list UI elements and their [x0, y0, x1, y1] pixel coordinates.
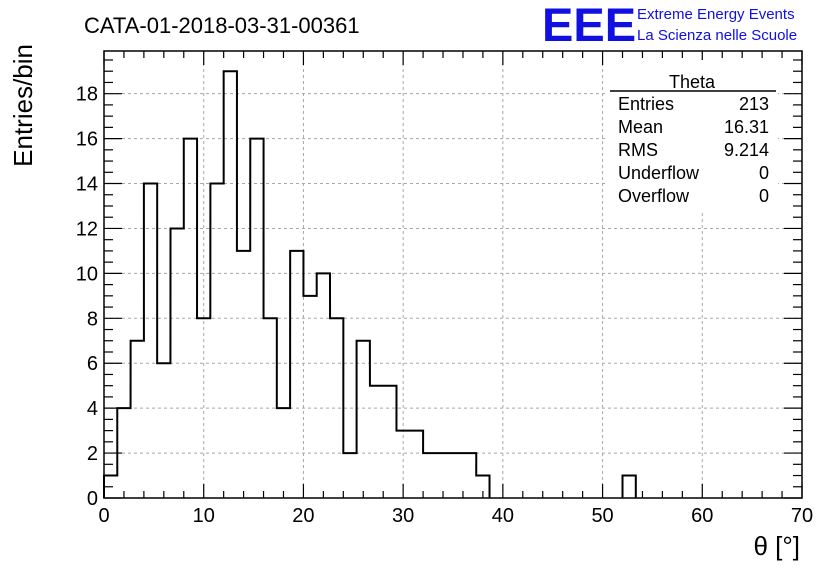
histogram-bin [317, 273, 330, 498]
histogram-bin [357, 341, 370, 498]
histogram-bin [330, 318, 343, 498]
histogram-bin [450, 453, 463, 498]
y-tick-label: 18 [76, 84, 98, 106]
x-axis-title: θ [°] [753, 531, 800, 561]
x-tick-label: 10 [193, 505, 215, 527]
y-tick-label: 16 [76, 129, 98, 151]
histogram-bin [184, 139, 197, 498]
histogram-bin [463, 453, 476, 498]
histogram-bin [144, 184, 157, 498]
x-tick-label: 40 [492, 505, 514, 527]
stats-value: 0 [759, 163, 769, 183]
histogram-bin [264, 318, 277, 498]
histogram-bin [410, 431, 423, 498]
histogram-bin [224, 71, 237, 498]
stats-box: Theta Entries 213 Mean 16.31 RMS 9.214 Underfl… [608, 60, 778, 212]
histogram-bin [250, 139, 263, 498]
logo-line1: Extreme Energy Events [637, 6, 795, 23]
stats-rows: Entries 213 Mean 16.31 RMS 9.214 Underflow 0 Ove… [618, 94, 769, 206]
histogram-bin [303, 296, 316, 498]
axis-ticks [103, 51, 803, 499]
stats-value: 213 [739, 94, 769, 114]
logo-line2: La Scienza nelle Scuole [637, 27, 797, 44]
y-tick-label: 4 [87, 398, 98, 420]
stats-title: Theta [669, 72, 716, 92]
histogram-bin [210, 184, 223, 498]
histogram-bin [370, 386, 383, 498]
x-tick-label: 20 [292, 505, 314, 527]
x-tick-label: 30 [392, 505, 414, 527]
y-tick-label: 8 [87, 308, 98, 330]
y-tick-label: 14 [76, 174, 98, 196]
histogram-bin [197, 318, 210, 498]
histogram-bin [343, 453, 356, 498]
histogram-bin [237, 251, 250, 498]
stats-value: 0 [759, 186, 769, 206]
x-tick-labels: 0 10 20 30 40 50 60 70 [98, 505, 813, 527]
stats-label: Overflow [618, 186, 690, 206]
histogram-bin [623, 476, 636, 498]
x-tick-label: 50 [591, 505, 613, 527]
x-tick-label: 60 [691, 505, 713, 527]
chart-title: CATA-01-2018-03-31-00361 [84, 13, 360, 38]
histogram-bin [277, 408, 290, 498]
histogram-bars [103, 70, 637, 498]
y-tick-label: 10 [76, 263, 98, 285]
histogram-bin [290, 251, 303, 498]
y-tick-label: 12 [76, 218, 98, 240]
stats-value: 16.31 [724, 117, 769, 137]
stats-value: 9.214 [724, 140, 769, 160]
histogram-bin [383, 386, 396, 498]
y-tick-labels: 0 2 4 6 8 10 12 14 16 18 [76, 84, 98, 510]
stats-label: Entries [618, 94, 674, 114]
stats-label: RMS [618, 140, 658, 160]
plot-frame [103, 50, 803, 499]
stats-label: Underflow [618, 163, 700, 183]
histogram-bin [131, 341, 144, 498]
y-tick-label: 0 [87, 488, 98, 510]
histogram-outline [103, 70, 637, 498]
histogram-bin [171, 228, 184, 498]
logo-mark: EEE [542, 0, 636, 51]
eee-logo: EEE Extreme Energy Events La Scienza nel… [542, 0, 797, 51]
y-tick-label: 2 [87, 443, 98, 465]
y-tick-label: 6 [87, 353, 98, 375]
x-tick-label: 70 [791, 505, 813, 527]
y-axis-title: Entries/bin [8, 44, 38, 167]
histogram-bin [157, 363, 170, 498]
histogram-bin [423, 453, 436, 498]
stats-label: Mean [618, 117, 663, 137]
x-tick-label: 0 [98, 505, 109, 527]
